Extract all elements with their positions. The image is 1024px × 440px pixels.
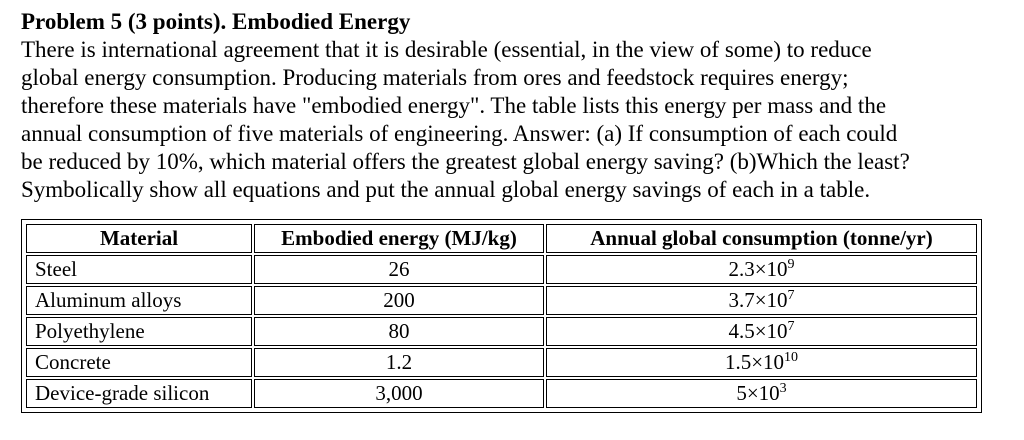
consumption-exponent: 9 [787,257,795,272]
materials-table-frame: Material Embodied energy (MJ/kg) Annual … [21,219,982,413]
consumption-value: 2.3×109 [546,255,977,284]
consumption-exponent: 10 [784,350,799,365]
problem-title: Problem 5 (3 points). Embodied Energy [21,9,411,34]
material-name: Device-grade silicon [26,379,252,408]
consumption-mantissa: 4.5×10 [728,319,788,343]
materials-table: Material Embodied energy (MJ/kg) Annual … [24,222,979,410]
statement-line: There is international agreement that it… [21,37,872,62]
table-row: Concrete 1.2 1.5×1010 [26,348,977,377]
table-row: Device-grade silicon 3,000 5×103 [26,379,977,408]
statement-line: therefore these materials have "embodied… [21,93,887,118]
consumption-value: 5×103 [546,379,977,408]
consumption-value: 3.7×107 [546,286,977,315]
consumption-value: 1.5×1010 [546,348,977,377]
material-name: Steel [26,255,252,284]
statement-line: annual consumption of five materials of … [21,121,898,146]
embodied-energy-value: 80 [254,317,544,346]
consumption-value: 4.5×107 [546,317,977,346]
problem-section: Problem 5 (3 points). Embodied Energy Th… [21,8,1011,204]
material-name: Aluminum alloys [26,286,252,315]
statement-line: be reduced by 10%, which material offers… [21,149,910,174]
header-annual-consumption: Annual global consumption (tonne/yr) [546,224,977,253]
table-row: Aluminum alloys 200 3.7×107 [26,286,977,315]
embodied-energy-value: 200 [254,286,544,315]
material-name: Polyethylene [26,317,252,346]
header-material: Material [26,224,252,253]
table-header-row: Material Embodied energy (MJ/kg) Annual … [26,224,977,253]
consumption-exponent: 3 [779,381,787,396]
consumption-exponent: 7 [787,319,795,334]
consumption-mantissa: 1.5×10 [724,350,785,374]
consumption-mantissa: 3.7×10 [728,288,788,312]
problem-statement: There is international agreement that it… [21,36,1011,204]
consumption-mantissa: 5×10 [736,381,780,405]
statement-line: Symbolically show all equations and put … [21,177,871,202]
statement-line: global energy consumption. Producing mat… [21,65,849,90]
embodied-energy-value: 1.2 [254,348,544,377]
table-row: Steel 26 2.3×109 [26,255,977,284]
consumption-mantissa: 2.3×10 [728,257,788,281]
table-row: Polyethylene 80 4.5×107 [26,317,977,346]
material-name: Concrete [26,348,252,377]
embodied-energy-value: 26 [254,255,544,284]
consumption-exponent: 7 [787,288,795,303]
header-embodied-energy: Embodied energy (MJ/kg) [254,224,544,253]
embodied-energy-value: 3,000 [254,379,544,408]
